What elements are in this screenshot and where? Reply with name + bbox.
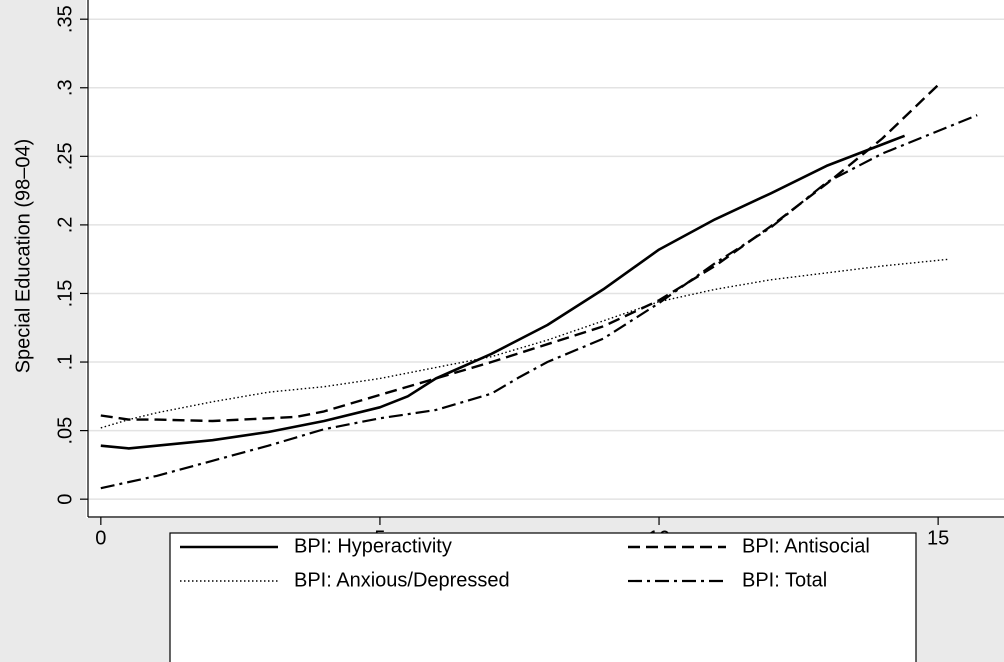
legend-box (169, 532, 917, 662)
series-line (100, 114, 978, 490)
y-tick-label: .35 (54, 5, 76, 33)
legend-label: BPI: Anxious/Depressed (294, 569, 510, 591)
y-axis-title: Special Education (98–04) (12, 139, 34, 374)
y-tick-label: .3 (54, 79, 76, 96)
x-tick-label: 15 (927, 527, 949, 549)
y-tick-label: .25 (54, 142, 76, 170)
series-line (100, 134, 906, 450)
legend-label: BPI: Hyperactivity (294, 535, 452, 557)
y-tick-label: .15 (54, 280, 76, 308)
y-tick-label: .1 (54, 354, 76, 371)
y-tick-label: 0 (54, 494, 76, 505)
plot-area (86, 0, 1004, 518)
y-tick-label: .2 (54, 217, 76, 234)
y-tick-label: .05 (54, 417, 76, 445)
x-tick-label: 0 (95, 527, 106, 549)
legend-label: BPI: Antisocial (742, 535, 870, 557)
legend-label: BPI: Total (742, 569, 827, 591)
